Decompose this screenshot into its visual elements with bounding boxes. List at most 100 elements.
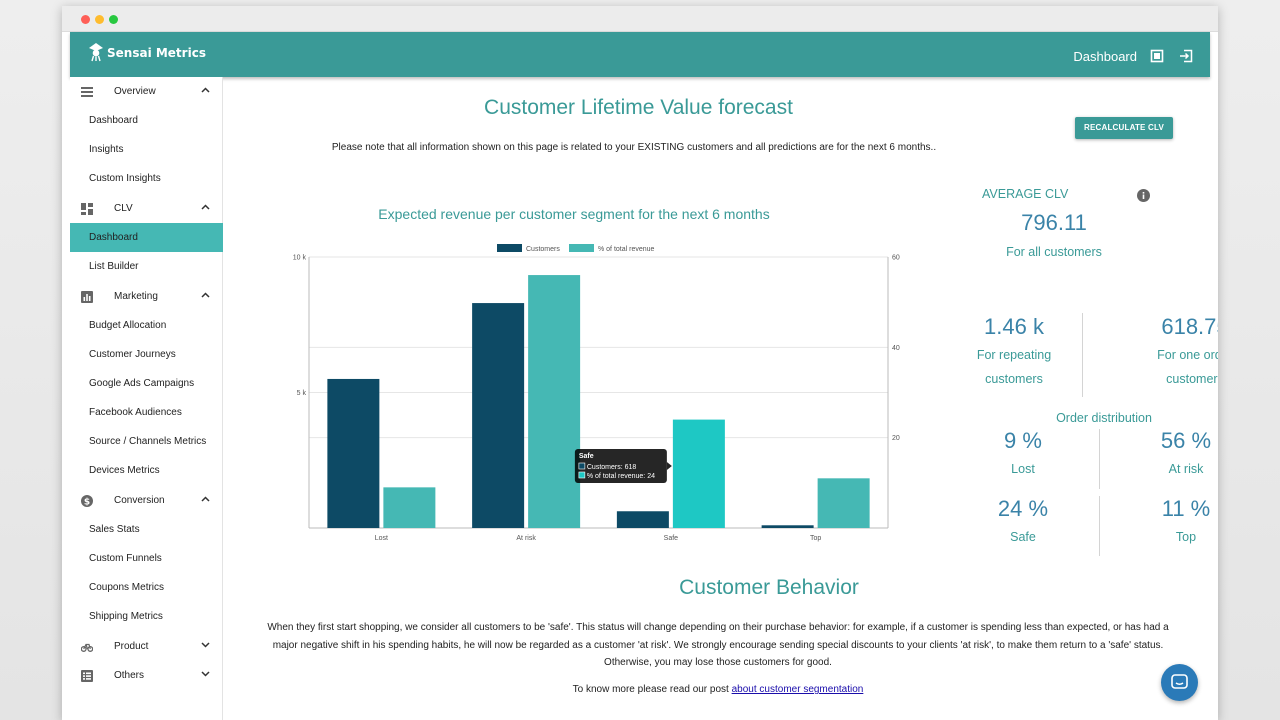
y-right-tick-label: 40: [892, 345, 900, 352]
sidebar-item-coupons-metrics[interactable]: Coupons Metrics: [70, 573, 223, 602]
sidebar-item-custom-funnels[interactable]: Custom Funnels: [70, 544, 223, 573]
sidebar-item-list-builder[interactable]: List Builder: [70, 252, 223, 281]
sidebar-section-label: Marketing: [114, 291, 158, 302]
legend-swatch-customers: [497, 244, 522, 252]
legend-swatch-revenue: [569, 244, 594, 252]
tooltip-caret: [666, 462, 672, 470]
sidebar-item-label: Devices Metrics: [89, 465, 160, 476]
chevron-down-icon: [201, 671, 210, 677]
sidebar-item-google-ads[interactable]: Google Ads Campaigns: [70, 369, 223, 398]
logout-icon[interactable]: [1179, 49, 1193, 63]
top-share-value: 11 %: [1161, 496, 1211, 521]
list-icon: [81, 670, 93, 682]
recalculate-clv-button[interactable]: RECALCULATE CLV: [1075, 117, 1173, 139]
sidebar-item-label: Dashboard: [89, 232, 138, 243]
sidebar-item-devices-metrics[interactable]: Devices Metrics: [70, 456, 223, 485]
brand-name: Sensai Metrics: [107, 46, 206, 60]
bar-revenue-top: [817, 478, 870, 528]
stat-divider: [1099, 496, 1100, 556]
sidebar-item-label: Sales Stats: [89, 524, 140, 535]
dashboard-icon[interactable]: [1150, 49, 1164, 63]
bar-chart-icon: [81, 291, 93, 303]
chevron-up-icon: [201, 496, 210, 502]
maximize-window-button[interactable]: [109, 15, 118, 24]
average-clv-value: 796.11: [1021, 210, 1087, 235]
average-clv-subtitle: For all customers: [1006, 245, 1102, 259]
sidebar-item-label: List Builder: [89, 261, 139, 272]
sidebar-item-sales-stats[interactable]: Sales Stats: [70, 515, 223, 544]
x-tick-label: Safe: [664, 535, 679, 542]
bar-customers-lost: [327, 378, 380, 528]
sidebar-item-customer-journeys[interactable]: Customer Journeys: [70, 340, 223, 369]
customer-segmentation-link[interactable]: about customer segmentation: [731, 684, 864, 695]
nav-dashboard-link[interactable]: Dashboard: [1073, 49, 1137, 64]
sidebar-item-label: Shipping Metrics: [89, 611, 163, 622]
sidebar-item-source-channels[interactable]: Source / Channels Metrics: [70, 427, 223, 456]
lost-share-label: Lost: [1011, 462, 1035, 476]
sidebar-item-custom-insights[interactable]: Custom Insights: [70, 164, 223, 193]
chat-launcher-button[interactable]: [1161, 664, 1198, 701]
chevron-up-icon: [201, 87, 210, 93]
repeating-clv-value: 1.46 k: [984, 314, 1044, 339]
window-titlebar: [62, 6, 1218, 32]
sidebar-section-product[interactable]: Product: [70, 632, 223, 661]
repeating-clv-label-2: customers: [985, 372, 1043, 386]
read-more-line: To know more please read our post about …: [264, 681, 1172, 699]
bar-revenue-safe: [672, 419, 725, 528]
sidebar-item-budget-allocation[interactable]: Budget Allocation: [70, 311, 223, 340]
minimize-window-button[interactable]: [95, 15, 104, 24]
sidebar-item-label: Custom Funnels: [89, 553, 162, 564]
page-title: Customer Lifetime Value forecast: [484, 96, 793, 119]
y-left-tick-label: 10 k: [293, 255, 307, 262]
sidebar-item-clv-dashboard[interactable]: Dashboard: [70, 223, 223, 252]
sidebar-section-label: Others: [114, 670, 145, 681]
sidebar-section-clv[interactable]: CLV: [70, 194, 223, 223]
one-order-clv-label-2: customers: [1166, 372, 1218, 386]
order-distribution-title: Order distribution: [1056, 411, 1152, 425]
read-more-prefix: To know more please read our post: [572, 684, 729, 695]
sidebar-item-facebook-audiences[interactable]: Facebook Audiences: [70, 398, 223, 427]
customer-behavior-text: When they first start shopping, we consi…: [267, 622, 1169, 668]
legend-label-revenue: % of total revenue: [598, 246, 655, 253]
close-window-button[interactable]: [81, 15, 90, 24]
info-icon[interactable]: [1137, 189, 1150, 202]
repeating-clv-label-1: For repeating: [976, 348, 1052, 362]
sidebar-item-label: Insights: [89, 144, 124, 155]
tooltip-swatch-revenue: [578, 471, 586, 479]
top-share-label: Top: [1175, 530, 1197, 544]
sidebar-item-shipping-metrics[interactable]: Shipping Metrics: [70, 602, 223, 631]
one-order-clv-label-1: For one order: [1157, 348, 1218, 362]
at-risk-share-value: 56 %: [1160, 428, 1212, 453]
revenue-segment-chart: 10 k 5 k 60 40 20 Lost At risk Safe Top Customers…: [293, 244, 900, 542]
sidebar-section-others[interactable]: Others: [70, 661, 223, 690]
overview-icon: [81, 87, 93, 97]
y-right-tick-label: 60: [892, 255, 900, 262]
tooltip-swatch-customers: [578, 462, 586, 470]
sidebar-item-label: Source / Channels Metrics: [89, 436, 207, 447]
sidebar-section-label: Conversion: [114, 495, 165, 506]
sidebar-section-label: CLV: [114, 203, 133, 214]
brand-logo[interactable]: Sensai Metrics: [87, 40, 206, 62]
stat-divider: [1082, 313, 1083, 397]
sidebar-item-overview-dashboard[interactable]: Dashboard: [70, 106, 223, 135]
chevron-up-icon: [201, 292, 210, 298]
dollar-icon: $: [81, 495, 93, 507]
sidebar-section-marketing[interactable]: Marketing: [70, 282, 223, 311]
chevron-down-icon: [201, 642, 210, 648]
stat-divider: [1099, 429, 1100, 489]
sidebar-section-conversion[interactable]: $ Conversion: [70, 486, 223, 515]
sidebar-item-insights[interactable]: Insights: [70, 135, 223, 164]
safe-share-label: Safe: [1010, 530, 1036, 544]
svg-text:$: $: [84, 497, 90, 507]
chart-tooltip: [574, 449, 667, 483]
safe-share-value: 24 %: [997, 496, 1049, 521]
lightbulb-icon: [89, 43, 103, 62]
sidebar-section-overview[interactable]: Overview: [70, 77, 223, 106]
bar-revenue-at-risk: [528, 275, 581, 528]
chevron-up-icon: [201, 204, 210, 210]
sidebar-item-label: Dashboard: [89, 115, 138, 126]
bar-customers-safe: [616, 511, 669, 528]
sidebar-nav: Overview Dashboard Insights Custom Insig…: [70, 77, 223, 720]
y-right-tick-label: 20: [892, 435, 900, 442]
